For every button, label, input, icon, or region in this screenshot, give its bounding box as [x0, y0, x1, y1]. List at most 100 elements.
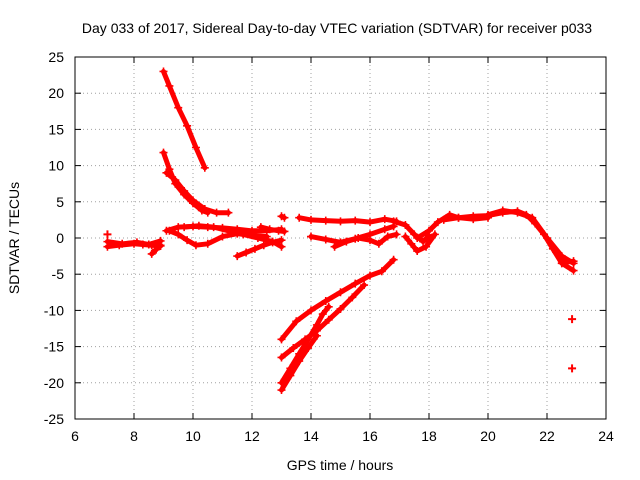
- data-point: [374, 239, 383, 248]
- y-tick-label: 10: [48, 158, 64, 174]
- data-point: [189, 196, 197, 205]
- series-band: [161, 69, 208, 171]
- data-point: [191, 143, 200, 152]
- data-point: [256, 223, 265, 232]
- y-tick-label: 25: [48, 49, 64, 65]
- x-tick-label: 18: [421, 428, 437, 444]
- x-tick-label: 10: [185, 428, 201, 444]
- data-point: [569, 266, 578, 275]
- data-point: [330, 242, 339, 251]
- data-point: [425, 226, 433, 235]
- data-point: [321, 235, 330, 244]
- data-point: [419, 237, 428, 246]
- data-point: [433, 218, 442, 227]
- data-point: [277, 236, 286, 245]
- x-tick-label: 12: [244, 428, 260, 444]
- data-point: [312, 320, 321, 329]
- chart-title: Day 033 of 2017, Sidereal Day-to-day VTE…: [82, 20, 592, 36]
- data-point: [557, 255, 566, 264]
- series-arc25: [557, 255, 578, 266]
- data-point: [307, 232, 315, 241]
- x-tick-label: 16: [362, 428, 378, 444]
- y-tick-label: -25: [44, 411, 64, 427]
- data-point: [401, 220, 410, 229]
- y-tick-label: 0: [56, 230, 64, 246]
- y-tick-label: -10: [44, 302, 64, 318]
- data-point: [239, 230, 248, 239]
- series-band: [279, 282, 367, 360]
- y-axis-label: SDTVAR / TECUs: [6, 182, 22, 294]
- data-point: [280, 227, 289, 236]
- data-point: [250, 244, 259, 253]
- data-point: [469, 212, 478, 221]
- data-point: [528, 213, 537, 222]
- data-point: [144, 240, 153, 249]
- data-point: [392, 230, 401, 239]
- series-arc13: [277, 255, 398, 344]
- data-point: [191, 241, 200, 250]
- data-point: [165, 81, 174, 90]
- data-point: [380, 215, 389, 224]
- data-point: [304, 335, 313, 344]
- data-point: [389, 217, 398, 226]
- data-point: [351, 216, 360, 225]
- y-tick-label: 15: [48, 121, 64, 137]
- series-arc4: [159, 67, 209, 172]
- data-point: [159, 67, 168, 76]
- series-arc12: [277, 212, 289, 222]
- plot-frame: [74, 56, 607, 420]
- axis-ticks: 6 8 10 12 14 16 18 20 22 24 -25 -20 -15 -10 -5 0 5 10 15 20…: [44, 49, 614, 444]
- data-point: [242, 248, 251, 257]
- data-point: [498, 206, 507, 215]
- series-arc3: [147, 241, 165, 258]
- series-arc14: [277, 281, 369, 362]
- data-point: [200, 205, 209, 214]
- data-point: [513, 208, 522, 217]
- data-point: [336, 304, 345, 313]
- data-point: [183, 121, 192, 130]
- data-point: [174, 230, 183, 239]
- data-point: [132, 238, 141, 247]
- data-point: [342, 237, 351, 246]
- data-point: [366, 236, 374, 245]
- data-point: [277, 353, 286, 362]
- series-arc17: [295, 213, 401, 227]
- data-point: [162, 168, 171, 177]
- data-point: [183, 236, 192, 245]
- y-tick-label: -15: [44, 339, 64, 355]
- data-point: [383, 232, 392, 241]
- data-point: [259, 241, 268, 250]
- data-point: [218, 232, 227, 241]
- data-point: [295, 349, 304, 358]
- data-point: [224, 208, 233, 217]
- data-point: [321, 296, 330, 305]
- data-point: [484, 210, 492, 219]
- data-point: [159, 148, 168, 157]
- data-point: [336, 217, 345, 226]
- series-band: [279, 304, 332, 386]
- series-points: [103, 230, 577, 373]
- x-tick-label: 6: [71, 428, 79, 444]
- data-point: [277, 386, 286, 395]
- data-point: [380, 225, 389, 234]
- y-tick-label: -5: [52, 266, 65, 282]
- x-tick-label: 22: [539, 428, 555, 444]
- data-point: [413, 247, 422, 256]
- y-tick-label: 5: [56, 194, 64, 210]
- data-point: [569, 257, 578, 266]
- x-tick-label: 20: [480, 428, 496, 444]
- data-point: [286, 364, 295, 373]
- data-point: [543, 234, 551, 242]
- data-point: [200, 163, 209, 172]
- series-arc2: [103, 236, 165, 249]
- data-point: [312, 331, 321, 340]
- data-point: [336, 288, 345, 297]
- data-point: [354, 234, 363, 242]
- data-point: [430, 230, 439, 239]
- data-point: [568, 364, 577, 373]
- data-point: [194, 221, 203, 230]
- x-tick-label: 14: [303, 428, 319, 444]
- data-point: [209, 223, 218, 232]
- data-point: [360, 281, 369, 290]
